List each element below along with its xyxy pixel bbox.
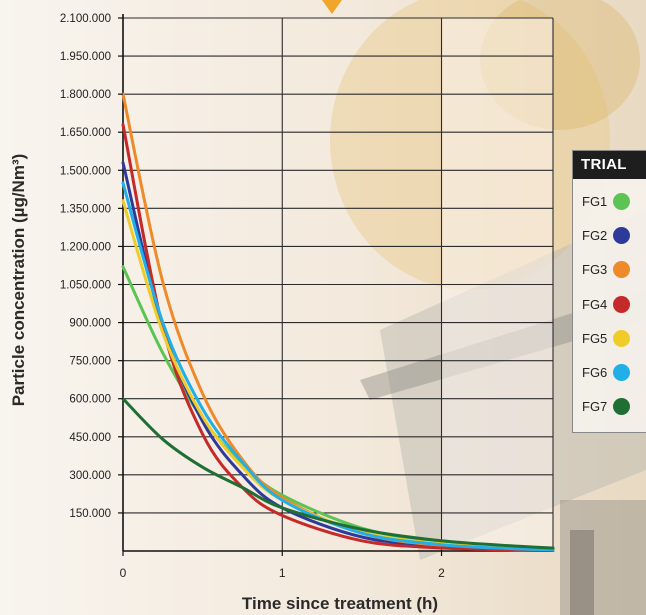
x-tick-labels: 0 1 2 — [120, 551, 445, 580]
y-tick-label: 450.000 — [69, 432, 111, 444]
x-tick-label: 0 — [120, 566, 127, 580]
legend-entries: FG1 FG2 FG3 FG4 FG5 FG6 FG7 — [573, 179, 646, 432]
series-lines — [121, 92, 555, 552]
x-axis-label: Time since treatment (h) — [242, 594, 438, 613]
y-tick-label: 1.200.000 — [60, 241, 111, 253]
legend-swatch — [613, 261, 631, 279]
y-tick-label: 300.000 — [69, 470, 111, 482]
legend-swatch — [613, 295, 631, 313]
legend-item-fg6: FG6 — [573, 355, 646, 389]
y-tick-label: 1.800.000 — [60, 89, 111, 101]
legend-label: FG6 — [582, 365, 608, 381]
x-tick-label: 2 — [438, 566, 445, 580]
y-tick-labels: 150.000 300.000 450.000 600.000 750.000 900.0… — [60, 13, 123, 520]
legend-label: FG4 — [582, 296, 608, 312]
legend: TRIAL FG1 FG2 FG3 FG4 FG5 FG6 FG7 — [572, 150, 646, 434]
y-tick-label: 600.000 — [69, 394, 111, 406]
y-tick-label: 150.000 — [69, 508, 111, 520]
y-tick-label: 1.050.000 — [60, 280, 111, 292]
legend-item-fg1: FG1 — [573, 184, 646, 218]
legend-label: FG2 — [582, 227, 608, 243]
y-tick-label: 750.000 — [69, 356, 111, 368]
x-tick-label: 1 — [279, 566, 286, 580]
legend-item-fg2: FG2 — [573, 218, 646, 252]
legend-title: TRIAL — [573, 151, 646, 179]
y-tick-label: 900.000 — [69, 318, 111, 330]
series-line-fg7 — [121, 397, 555, 550]
legend-swatch — [613, 329, 631, 347]
axes — [122, 14, 553, 552]
legend-swatch — [613, 364, 631, 382]
legend-swatch — [613, 398, 631, 416]
legend-label: FG3 — [582, 262, 608, 278]
y-tick-label: 1.650.000 — [60, 127, 111, 139]
y-tick-label: 1.950.000 — [60, 51, 111, 63]
grid — [123, 17, 554, 551]
legend-item-fg5: FG5 — [573, 321, 646, 355]
legend-label: FG5 — [582, 330, 608, 346]
legend-item-fg7: FG7 — [573, 390, 646, 424]
y-tick-label: 1.500.000 — [60, 165, 111, 177]
legend-label: FG1 — [582, 193, 608, 209]
y-axis-label: Particle concentration (µg/Nm³) — [9, 154, 28, 407]
legend-swatch — [613, 192, 631, 210]
legend-swatch — [613, 226, 631, 244]
y-tick-label: 2.100.000 — [60, 13, 111, 25]
series-line-fg6 — [121, 181, 555, 552]
y-tick-label: 1.350.000 — [60, 203, 111, 215]
legend-label: FG7 — [582, 399, 608, 415]
legend-item-fg3: FG3 — [573, 253, 646, 287]
legend-item-fg4: FG4 — [573, 287, 646, 321]
